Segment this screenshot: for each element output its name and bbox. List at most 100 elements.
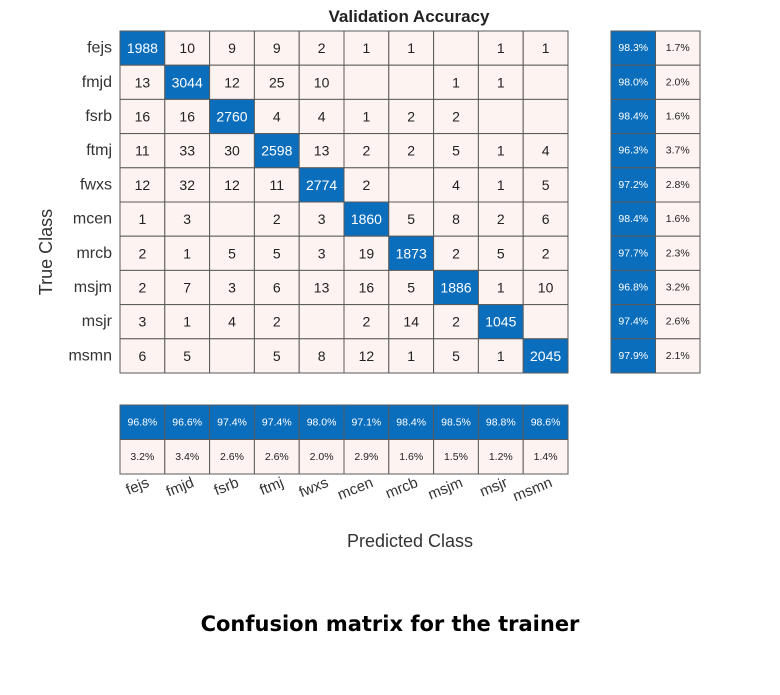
cell-value: 16 — [135, 109, 151, 125]
matrix-cell — [209, 235, 255, 271]
cell-value: 1 — [497, 280, 505, 296]
cell-value: 2 — [452, 314, 460, 330]
cell-value: 10 — [538, 280, 554, 296]
matrix-cell — [522, 201, 569, 237]
column-label-fmjd: fmjd — [164, 474, 197, 500]
cell-value: 14 — [403, 314, 419, 330]
row-summary-incorrect-cell — [655, 304, 701, 340]
cell-value: 16 — [179, 109, 195, 125]
matrix-cell — [343, 338, 390, 374]
row-summary-incorrect-value: 2.6% — [666, 316, 690, 328]
row-summary-correct-value: 98.4% — [618, 111, 648, 123]
cell-value: 6 — [273, 280, 281, 296]
matrix-cell — [477, 64, 524, 100]
cell-value: 5 — [273, 348, 281, 364]
column-summary-incorrect-cell — [209, 439, 255, 475]
cell-value: 1 — [363, 40, 371, 56]
cell-value: 2 — [452, 109, 460, 125]
chart-title: Validation Accuracy — [329, 7, 490, 26]
cell-value: 2760 — [216, 109, 247, 125]
cell-value: 9 — [273, 40, 281, 56]
row-summary-correct-cell — [610, 235, 656, 271]
column-summary-correct-value: 96.8% — [128, 416, 158, 428]
matrix-cell — [522, 269, 569, 306]
column-summary-incorrect-cell — [343, 439, 390, 475]
row-label-msmn: msmn — [68, 347, 112, 364]
cell-value: 12 — [224, 74, 240, 90]
column-summary-incorrect-cell — [298, 439, 345, 475]
row-summary-incorrect-cell — [655, 98, 701, 135]
matrix-cell — [433, 304, 479, 340]
column-summary-correct-cell — [298, 404, 345, 440]
cell-value: 13 — [314, 280, 330, 296]
matrix-cell — [388, 304, 435, 340]
row-label-msjm: msjm — [74, 279, 112, 296]
y-axis-label: True Class — [36, 209, 56, 295]
matrix-cell — [253, 304, 300, 340]
cell-value: 25 — [269, 74, 285, 90]
column-summary-correct-value: 98.6% — [531, 416, 561, 428]
row-summary-incorrect-value: 2.1% — [666, 350, 690, 362]
cell-value: 1 — [183, 314, 191, 330]
row-label-fsrb: fsrb — [85, 108, 112, 125]
matrix-cell — [253, 269, 300, 306]
cell-value: 8 — [452, 211, 460, 227]
cell-value: 5 — [183, 348, 191, 364]
column-summary-correct-value: 98.0% — [307, 416, 337, 428]
column-summary-correct-cell — [119, 404, 166, 440]
matrix-cell — [209, 201, 255, 237]
cell-value: 11 — [135, 143, 150, 159]
column-summary-correct-value: 98.5% — [441, 416, 471, 428]
column-summary-incorrect-value: 3.2% — [130, 451, 154, 463]
column-summary-incorrect-value: 2.6% — [265, 451, 289, 463]
matrix-cell — [253, 235, 300, 271]
cell-value: 2 — [363, 314, 371, 330]
matrix-grid: 1988 10 9 9 2 1 1 1 113 3044 12 25 10 1 116 16 2760 4 4 1 2 2… — [119, 30, 569, 374]
matrix-cell — [477, 201, 524, 237]
row-summary-correct-value: 97.4% — [618, 316, 648, 328]
cell-value: 1 — [407, 40, 415, 56]
column-label-fejs: fejs — [124, 474, 152, 499]
row-summary-incorrect-value: 2.0% — [666, 76, 690, 88]
cell-value: 1 — [452, 74, 460, 90]
matrix-cell — [119, 338, 166, 374]
column-summary: 96.8% 3.2% 96.6% 3.4% 97.4% 2.6% 97.4% 2.6% 98.0… — [119, 404, 569, 475]
matrix-cell-diagonal — [253, 133, 300, 169]
matrix-cell — [164, 30, 211, 66]
matrix-cell — [477, 167, 524, 203]
column-summary-correct-cell — [477, 404, 524, 440]
matrix-cell — [209, 338, 255, 374]
cell-value: 1 — [183, 245, 191, 261]
row-label-msjr: msjr — [82, 313, 113, 330]
cell-value: 5 — [407, 280, 415, 296]
cell-value: 3 — [183, 211, 191, 227]
cell-value: 3 — [139, 314, 147, 330]
matrix-cell — [298, 338, 345, 374]
row-summary-correct-cell — [610, 133, 656, 169]
matrix-cell — [343, 98, 390, 135]
matrix-cell — [522, 64, 569, 100]
cell-value: 5 — [273, 245, 281, 261]
column-summary-incorrect-value: 1.6% — [399, 451, 423, 463]
column-label-fwxs: fwxs — [297, 474, 331, 501]
column-summary-correct-value: 97.1% — [352, 416, 382, 428]
cell-value: 2598 — [261, 143, 292, 159]
column-summary-incorrect-cell — [522, 439, 569, 475]
row-summary-incorrect-value: 3.7% — [666, 145, 690, 157]
column-summary-incorrect-value: 2.0% — [310, 451, 334, 463]
row-summary-incorrect-value: 2.8% — [666, 179, 690, 191]
cell-value: 2 — [497, 211, 505, 227]
cell-value: 1860 — [351, 211, 382, 227]
column-summary-incorrect-value: 1.2% — [489, 451, 513, 463]
matrix-cell — [388, 201, 435, 237]
cell-value: 1 — [497, 177, 505, 193]
matrix-cell — [119, 304, 166, 340]
column-summary-correct-cell — [343, 404, 390, 440]
column-label-fsrb: fsrb — [212, 474, 242, 499]
column-summary-correct-value: 98.4% — [396, 416, 426, 428]
cell-value: 4 — [542, 143, 550, 159]
matrix-cell-diagonal — [343, 201, 390, 237]
row-summary-incorrect-cell — [655, 201, 701, 237]
row-summary-incorrect-value: 1.6% — [666, 111, 690, 123]
matrix-cell — [343, 30, 390, 66]
